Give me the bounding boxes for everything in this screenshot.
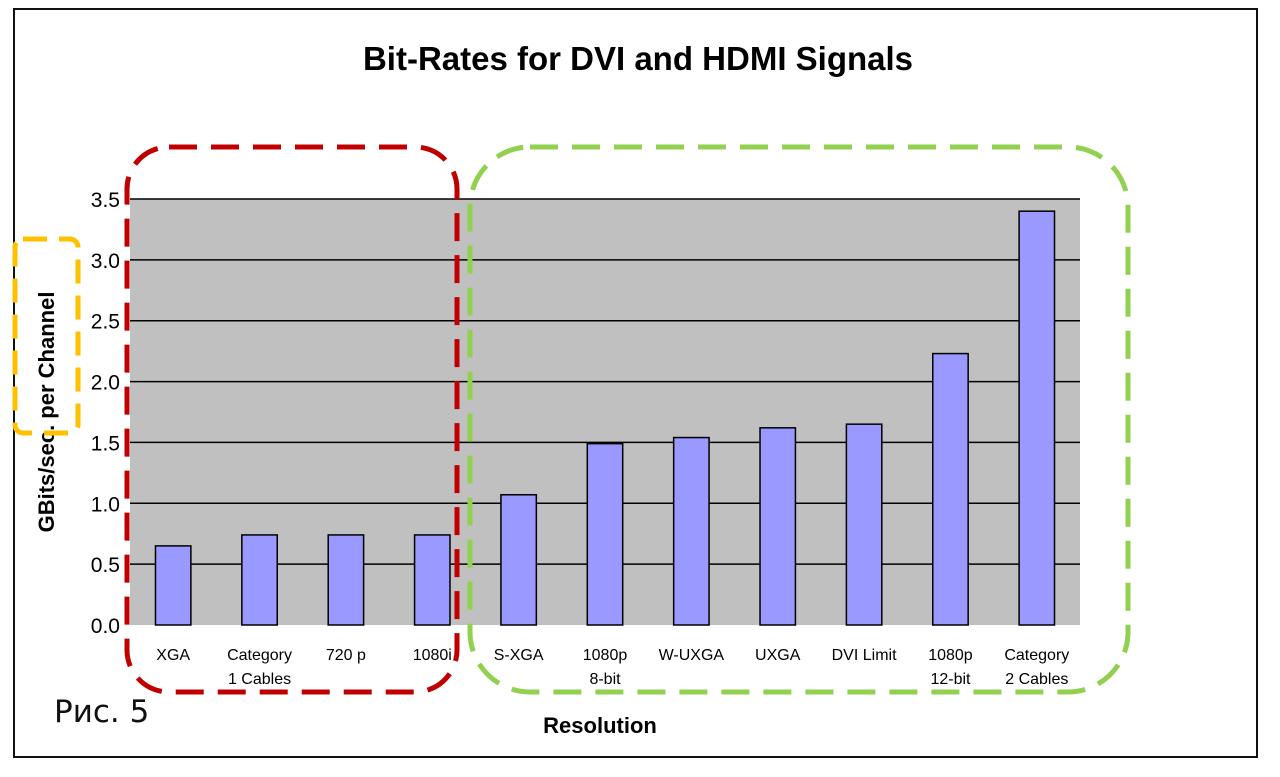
x-tick-label: UXGA: [755, 647, 801, 664]
figure-frame: [13, 8, 1258, 758]
y-tick-labels: 0.0 0.5 1.0 1.5 2.0 2.5 3.0 3.5: [91, 189, 120, 638]
bar: [672, 436, 710, 626]
x-tick-label: 1080p: [928, 647, 973, 664]
bar: [1018, 210, 1056, 626]
bar: [759, 427, 797, 626]
x-tick-label: 12-bit: [930, 671, 971, 688]
bar: [154, 545, 192, 626]
y-tick-label: 3.0: [91, 250, 120, 273]
x-tick-label: DVI Limit: [832, 647, 897, 664]
y-tick-label: 2.0: [91, 372, 120, 395]
x-tick-label: 720 p: [326, 647, 366, 664]
bar: [413, 534, 451, 626]
y-tick-label: 0.5: [91, 554, 120, 577]
x-tick-label: Category: [227, 647, 292, 664]
y-tick-label: 1.5: [91, 432, 120, 455]
green-dashed-group: [467, 144, 1131, 695]
bar: [845, 423, 883, 626]
y-tick-label: 3.5: [91, 189, 120, 212]
y-tick-label: 1.0: [91, 493, 120, 516]
bar: [586, 442, 624, 626]
figure-caption: Рис. 5: [54, 694, 150, 730]
chart-title: Bit-Rates for DVI and HDMI Signals: [363, 40, 913, 77]
x-tick-label: 1 Cables: [228, 671, 291, 688]
bar: [932, 352, 969, 626]
bar: [327, 534, 365, 626]
x-tick-label: 8-bit: [589, 671, 621, 688]
y-axis-label: GBits/sec. per Channel: [34, 292, 59, 533]
bar: [241, 534, 279, 626]
bars: [154, 210, 1056, 626]
x-tick-label: Category: [1004, 647, 1069, 664]
x-tick-label: W-UXGA: [659, 647, 725, 664]
y-tick-label: 0.0: [91, 615, 120, 638]
x-tick-labels: XGA Category 1 Cables 720 p 1080i S-XGA 1080p 8…: [156, 647, 1069, 688]
x-axis-label: Resolution: [543, 713, 657, 738]
y-tick-label: 2.5: [91, 311, 120, 334]
gridlines: [130, 198, 1080, 565]
orange-dashed-group: [12, 236, 81, 436]
bar: [500, 494, 538, 626]
x-tick-label: 2 Cables: [1005, 671, 1068, 688]
x-tick-label: 1080p: [583, 647, 628, 664]
x-tick-label: 1080i: [413, 647, 452, 664]
x-tick-label: XGA: [156, 647, 190, 664]
x-tick-label: S-XGA: [494, 647, 544, 664]
